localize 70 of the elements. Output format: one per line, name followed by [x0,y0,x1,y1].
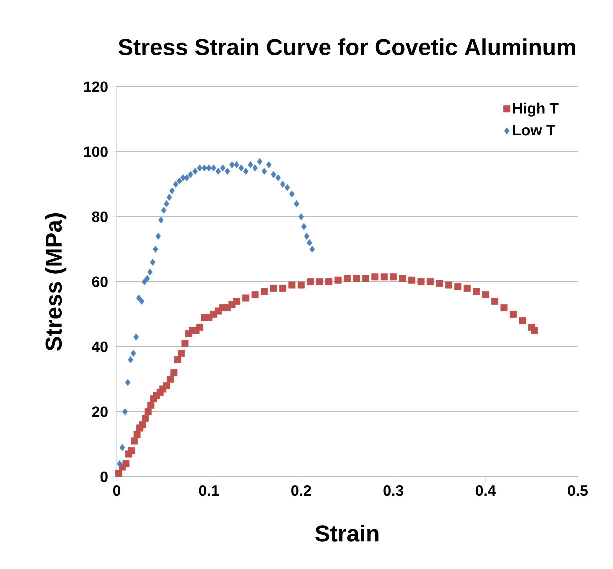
x-tick-label: 0.4 [476,486,496,496]
y-tick-label: 0 [100,472,108,482]
point [234,161,240,168]
point [150,259,156,266]
point [170,187,175,194]
x-tick-label: 0.3 [384,486,404,496]
point [156,233,162,240]
point [117,460,122,468]
point [134,334,140,341]
y-tick-label: 60 [92,276,108,288]
point [238,164,244,172]
point [122,408,128,416]
point [158,216,164,224]
point [307,240,312,246]
point [173,180,179,188]
y-tick-label: 40 [92,342,108,352]
point [148,268,153,276]
point [248,161,254,168]
point [161,207,167,214]
point [139,298,145,305]
point [144,275,150,282]
point [197,164,203,172]
point [192,168,198,175]
legend-label: Low T [513,125,556,136]
point [153,246,158,253]
y-tick-label: 20 [92,406,108,418]
point [130,350,136,357]
x-tick-label: 0.1 [199,486,220,496]
x-tick-label: 0.2 [292,486,312,496]
point [290,190,295,198]
point [220,164,226,172]
x-tick-label: 0.5 [568,486,588,496]
point [164,200,170,208]
point [120,444,126,452]
point [266,161,272,168]
point [304,233,310,240]
point [298,214,304,220]
point [211,164,216,172]
point [188,171,194,178]
point [310,246,316,253]
point [257,158,263,166]
point [252,164,258,172]
y-tick-label: 100 [84,146,108,158]
y-axis-title: Stress (MPa) [45,214,67,352]
x-tick-label: 0 [113,486,121,496]
point [166,194,172,201]
point [224,168,230,175]
point [216,168,222,175]
y-tick-label: 80 [92,212,108,222]
point [271,171,276,178]
point [206,164,212,172]
point [243,168,249,175]
y-tick-label: 120 [84,82,108,92]
point [136,294,142,302]
point [262,168,268,175]
x-axis-title: Strain [316,524,379,542]
point [177,178,182,185]
point [284,184,290,192]
point [125,379,131,386]
point [202,164,208,172]
point [276,174,282,182]
point [280,180,286,188]
point [294,200,300,208]
point [301,223,307,230]
point [184,174,190,182]
point [142,278,148,286]
chart-title: Stress Strain Curve for Covetic Aluminum [118,38,576,56]
legend-label: High T [513,102,559,117]
point [128,356,134,364]
point [230,161,235,168]
